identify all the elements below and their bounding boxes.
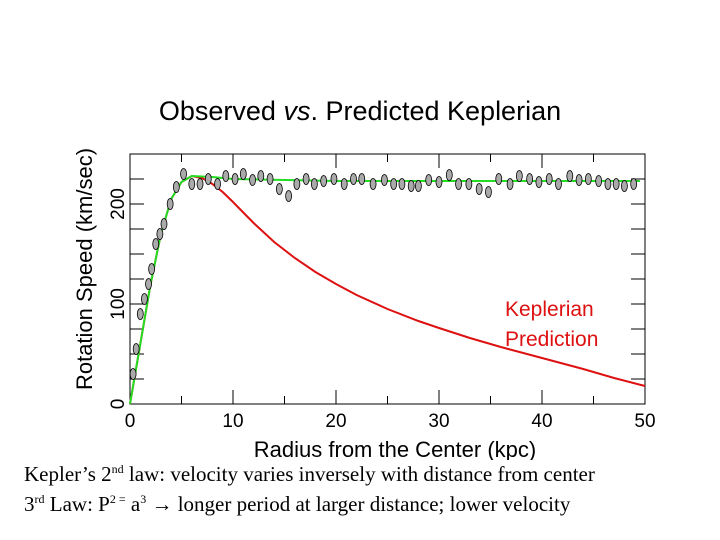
axis-ticks: [129, 153, 646, 405]
observed-point: [455, 178, 462, 190]
observed-point: [152, 238, 160, 250]
caption-2-text-d: longer period at larger distance; lower …: [177, 492, 571, 516]
observed-point: [621, 180, 628, 192]
observed-point: [239, 168, 247, 180]
x-tick-label: 40: [531, 411, 552, 432]
flat-fit-curve: [129, 174, 640, 405]
observed-point: [612, 178, 620, 190]
observed-point: [425, 174, 433, 186]
observed-point: [285, 190, 293, 202]
observed-point: [475, 183, 483, 195]
observed-points: [129, 168, 638, 380]
observed-point: [398, 178, 406, 190]
caption-2-text-a: 3: [24, 492, 35, 516]
observed-point: [526, 173, 534, 185]
observed-point: [350, 173, 357, 185]
observed-point: [630, 178, 638, 190]
observed-point: [136, 308, 144, 320]
plot-frame: [129, 153, 646, 405]
observed-point: [445, 169, 453, 181]
caption-2-text-c: a: [125, 492, 141, 516]
keplerian-curve: [129, 174, 646, 405]
caption-line-1: Kepler’s 2nd law: velocity varies invers…: [24, 462, 595, 487]
x-axis-label: Radius from the Center (kpc): [254, 437, 536, 460]
observed-point: [196, 178, 204, 190]
observed-point: [310, 178, 318, 190]
observed-point: [535, 176, 543, 188]
observed-point: [465, 178, 473, 190]
observed-point: [545, 173, 553, 185]
x-tick-label: 50: [634, 411, 655, 432]
rotation-curve-chart: Observed vs. Predicted Keplerian Rotatio…: [72, 96, 656, 460]
observed-point: [506, 178, 514, 190]
observed-point: [148, 263, 156, 275]
caption-2-sup-1: rd: [34, 492, 45, 506]
observed-point: [575, 174, 583, 186]
observed-point: [222, 170, 230, 182]
observed-point: [302, 173, 310, 185]
observed-point: [566, 170, 574, 182]
observed-point: [160, 218, 168, 230]
observed-point: [141, 293, 148, 305]
observed-point: [188, 178, 196, 190]
observed-point: [172, 181, 180, 193]
keplerian-annotation-line-2: Prediction: [505, 328, 598, 351]
observed-point: [266, 173, 274, 185]
observed-point: [320, 175, 328, 187]
observed-point: [381, 174, 388, 186]
caption-2-sup-2: 2 =: [109, 492, 126, 506]
observed-point: [485, 186, 492, 198]
observed-point: [293, 178, 301, 190]
observed-point: [156, 228, 164, 240]
caption-line-2: 3rd Law: P2 = a3 → longer period at larg…: [24, 492, 570, 517]
caption-1-text-b: law: velocity varies inversely with dist…: [123, 462, 595, 486]
chart-title: Observed vs. Predicted Keplerian: [159, 96, 561, 126]
observed-point: [595, 175, 603, 187]
observed-point: [584, 173, 592, 185]
observed-point: [132, 343, 140, 355]
observed-point: [180, 168, 187, 180]
observed-point: [435, 176, 443, 188]
caption-2-text-b: Law: P: [44, 492, 110, 516]
observed-point: [390, 178, 398, 190]
observed-point: [249, 174, 256, 186]
tick-labels: 0 10 20 30 40 50 0 100 200: [108, 188, 656, 432]
y-tick-label: 0: [108, 399, 129, 410]
observed-point: [129, 368, 137, 380]
observed-point: [515, 170, 523, 182]
keplerian-annotation-line-1: Keplerian: [505, 298, 594, 321]
observed-point: [407, 180, 415, 192]
observed-point: [214, 178, 221, 190]
observed-point: [257, 170, 265, 182]
x-tick-label: 0: [125, 411, 136, 432]
observed-point: [414, 180, 422, 192]
y-axis-label: Rotation Speed (km/sec): [72, 148, 97, 390]
observed-point: [145, 278, 152, 290]
caption-1-text-a: Kepler’s 2: [24, 462, 112, 486]
chart-title-part-3: . Predicted Keplerian: [310, 96, 561, 126]
observed-point: [555, 178, 562, 190]
arrow-icon: →: [146, 492, 178, 516]
observed-point: [358, 173, 366, 185]
x-tick-label: 30: [428, 411, 449, 432]
x-tick-label: 10: [222, 411, 243, 432]
observed-point: [604, 178, 612, 190]
observed-point: [330, 173, 338, 185]
observed-point: [204, 173, 212, 185]
observed-point: [231, 173, 239, 185]
caption-2-sup-3: 3: [140, 492, 147, 506]
y-tick-label: 200: [108, 188, 129, 220]
observed-point: [369, 178, 377, 190]
observed-point: [340, 178, 348, 190]
x-tick-label: 20: [325, 411, 346, 432]
observed-point: [495, 173, 503, 185]
chart-title-part-2: vs: [283, 96, 310, 126]
observed-point: [166, 198, 174, 210]
curves: [129, 174, 646, 405]
chart-title-part-1: Observed: [159, 96, 284, 126]
caption-1-sup: nd: [111, 462, 124, 476]
y-tick-label: 100: [108, 288, 129, 320]
observed-point: [275, 183, 283, 195]
